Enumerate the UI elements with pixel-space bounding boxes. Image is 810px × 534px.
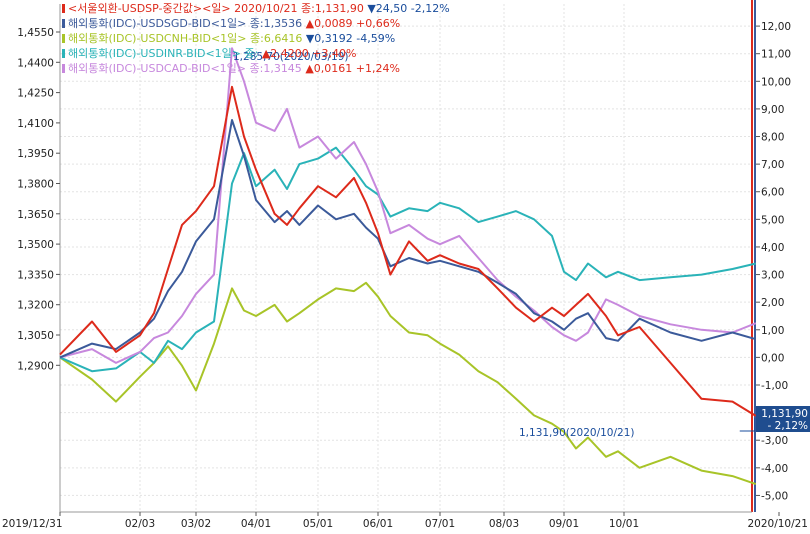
right-tick-label: -4,00 (761, 463, 788, 475)
series-line-usdcad (59, 47, 757, 364)
right-tick-label: 6,00 (761, 187, 784, 199)
left-tick-label: 1,3950 (17, 148, 54, 160)
left-tick-label: 1,4550 (17, 27, 54, 39)
right-tick-label: 12,00 (761, 21, 791, 33)
series-layer (59, 47, 757, 486)
series-line-usdinr (59, 146, 757, 373)
x-tick-label: 09/01 (549, 518, 579, 530)
series-line-usdcnh (59, 281, 757, 486)
legend-entry: 해외통화(IDC)-USDINR-BID<1일> 종: ▲2,4200 +3,4… (68, 46, 356, 60)
right-tick-label: 4,00 (761, 242, 784, 254)
left-tick-label: 1,3500 (17, 239, 54, 251)
left-tick-label: 1,4250 (17, 88, 54, 100)
legend-entry: 해외통화(IDC)-USDCAD-BID<1일> 종:1,3145 ▲0,016… (68, 61, 400, 75)
left-axis: 1,4550 1,4400 1,4250 1,4100 1,3950 1,3800 1,36… (17, 4, 61, 512)
last-value-badge-pct: - 2,12% (768, 420, 809, 432)
legend-swatch (62, 49, 65, 58)
right-axis: -5,00-4,00-3,00-2,00-1,000,001,002,003,0… (751, 0, 791, 512)
right-tick-label: -3,00 (761, 435, 788, 447)
right-tick-label: 9,00 (761, 104, 784, 116)
x-tick-label: 05/01 (303, 518, 333, 530)
x-axis: 2019/12/31 02/03 03/02 04/01 05/01 06/01 07/01… (2, 511, 808, 530)
left-tick-label: 1,4400 (17, 57, 54, 69)
last-value-badge (756, 406, 810, 432)
legend-swatch (62, 19, 65, 28)
annotations: 1,131,90(2020/10/21) 1,285,70(2020/03/19)… (233, 51, 810, 439)
last-value-leader (739, 417, 756, 432)
right-tick-label: 3,00 (761, 270, 784, 282)
legend: <서울외환-USDSP-중간값><일> 2020/10/21 종:1,131,9… (62, 1, 450, 75)
x-tick-label: 10/01 (609, 518, 639, 530)
x-tick-label: 07/01 (425, 518, 455, 530)
x-tick-label: 2019/12/31 (2, 518, 63, 530)
x-tick-label: 06/01 (363, 518, 393, 530)
series-line-usdsp (59, 85, 757, 417)
legend-swatch (62, 64, 65, 73)
left-tick-label: 1,4100 (17, 118, 54, 130)
legend-entry: 해외통화(IDC)-USDSGD-BID<1일> 종:1,3536 ▲0,008… (68, 16, 400, 30)
legend-entry: <서울외환-USDSP-중간값><일> 2020/10/21 종:1,131,9… (68, 1, 450, 15)
peak-annotation: 1,285,70(2020/03/19) (233, 51, 348, 63)
left-tick-label: 1,3050 (17, 330, 54, 342)
last-value-annotation: 1,131,90(2020/10/21) (519, 427, 634, 439)
x-tick-label: 02/03 (125, 518, 155, 530)
right-tick-label: 5,00 (761, 214, 784, 226)
left-tick-label: 1,2900 (17, 360, 54, 372)
x-tick-label: 03/02 (181, 518, 211, 530)
x-tick-label: 04/01 (241, 518, 271, 530)
last-value-badge-value: 1,131,90 (761, 408, 808, 420)
x-tick-label: 2020/10/21 (747, 518, 808, 530)
legend-swatch (62, 4, 65, 13)
left-tick-label: 1,3200 (17, 300, 54, 312)
grid-lines (60, 4, 752, 512)
left-tick-label: 1,3800 (17, 179, 54, 191)
right-tick-label: 0,00 (761, 352, 784, 364)
right-tick-label: 11,00 (761, 49, 791, 61)
right-tick-label: -5,00 (761, 490, 788, 502)
right-tick-label: -1,00 (761, 380, 788, 392)
x-tick-label: 08/03 (489, 518, 519, 530)
left-tick-label: 1,3350 (17, 269, 54, 281)
right-tick-label: 7,00 (761, 159, 784, 171)
right-tick-label: 2,00 (761, 297, 784, 309)
right-tick-label: 10,00 (761, 76, 791, 88)
right-tick-label: 8,00 (761, 132, 784, 144)
left-tick-label: 1,3650 (17, 209, 54, 221)
legend-entry: 해외통화(IDC)-USDCNH-BID<1일> 종:6,6416 ▼0,319… (68, 31, 395, 45)
right-tick-label: 1,00 (761, 325, 784, 337)
legend-swatch (62, 34, 65, 43)
